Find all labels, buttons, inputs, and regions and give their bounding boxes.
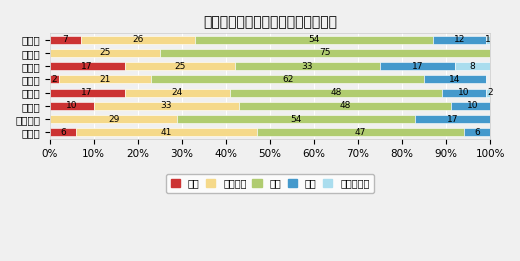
Bar [59,75,151,83]
Text: 14: 14 [449,75,461,84]
Text: 75: 75 [319,48,331,57]
Text: 54: 54 [308,35,320,44]
Text: 10: 10 [467,101,478,110]
Text: 6: 6 [474,128,480,137]
Bar [230,89,442,97]
Text: 29: 29 [108,115,119,124]
Bar [486,89,495,97]
Text: 33: 33 [161,101,172,110]
Text: 24: 24 [172,88,183,97]
Text: 47: 47 [355,128,366,137]
Text: 7: 7 [62,35,68,44]
Bar [151,75,424,83]
Bar [76,128,257,137]
Text: 17: 17 [412,62,423,71]
Text: 25: 25 [174,62,185,71]
Text: 12: 12 [454,35,465,44]
Bar [50,128,76,137]
Bar [125,89,230,97]
Text: 48: 48 [339,101,350,110]
Text: 10: 10 [66,101,77,110]
Text: 21: 21 [99,75,110,84]
Bar [50,75,59,83]
Text: 26: 26 [132,35,144,44]
Bar [380,62,455,70]
Text: 25: 25 [99,48,110,57]
Text: 17: 17 [82,62,93,71]
Bar [424,75,486,83]
Bar [160,49,490,57]
Bar [94,102,239,110]
Bar [50,89,125,97]
Bar [486,35,490,44]
Bar [451,102,495,110]
Bar [257,128,464,137]
Bar [125,62,235,70]
Bar [81,35,195,44]
Text: 41: 41 [161,128,172,137]
Bar [239,102,451,110]
Text: 10: 10 [458,88,470,97]
Title: 経営者の供給意欲について（割合）: 経営者の供給意欲について（割合） [203,15,337,29]
Legend: 弱い, やや弱い, 普通, 強い, かなり強い: 弱い, やや弱い, 普通, 強い, かなり強い [166,174,374,193]
Text: 54: 54 [291,115,302,124]
Bar [50,35,81,44]
Bar [50,49,160,57]
Bar [50,62,125,70]
Text: 2: 2 [51,75,57,84]
Bar [50,115,177,123]
Text: 62: 62 [282,75,293,84]
Bar [442,89,486,97]
Text: 1: 1 [485,35,491,44]
Bar [235,62,380,70]
Text: 33: 33 [302,62,313,71]
Bar [455,62,490,70]
Text: 2: 2 [487,88,493,97]
Text: 17: 17 [447,115,459,124]
Text: 6: 6 [60,128,66,137]
Text: 8: 8 [470,62,475,71]
Text: 48: 48 [330,88,342,97]
Bar [50,102,94,110]
Bar [195,35,433,44]
Bar [433,35,486,44]
Bar [415,115,490,123]
Bar [177,115,415,123]
Text: 17: 17 [82,88,93,97]
Bar [464,128,490,137]
